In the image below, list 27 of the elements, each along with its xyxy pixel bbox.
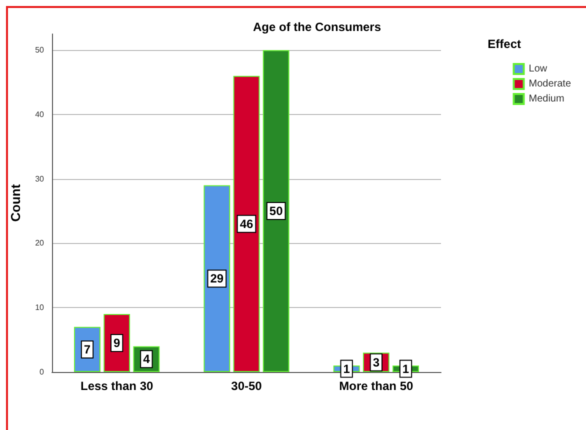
legend-label: Moderate <box>528 78 572 90</box>
y-tick-label: 50 <box>35 46 45 55</box>
data-label: 29 <box>210 272 224 286</box>
x-tick-label: Less than 30 <box>80 379 154 393</box>
legend-label: Medium <box>528 94 564 104</box>
data-label: 1 <box>343 362 350 376</box>
chart-title: Age of the Consumers <box>253 20 382 34</box>
data-label: 4 <box>143 352 150 366</box>
y-tick-label: 10 <box>35 303 45 312</box>
data-label: 46 <box>240 216 254 231</box>
data-label: 9 <box>113 336 120 350</box>
data-label: 1 <box>402 362 410 376</box>
data-label: 7 <box>84 342 91 356</box>
bar <box>204 185 230 372</box>
legend-title: Effect <box>488 37 522 51</box>
y-tick-label: 30 <box>35 174 45 184</box>
data-label: 50 <box>269 204 284 218</box>
y-axis-title: Count <box>8 184 23 222</box>
y-tick-label: 40 <box>35 110 45 119</box>
y-tick-label: 0 <box>40 368 45 376</box>
data-label: 3 <box>372 355 380 370</box>
x-tick-label: More than 50 <box>339 379 414 393</box>
legend-label: Low <box>528 64 548 74</box>
bar <box>262 50 290 372</box>
bar <box>233 76 260 372</box>
y-tick-label: 20 <box>35 238 45 248</box>
x-tick-label: 30-50 <box>231 379 262 393</box>
